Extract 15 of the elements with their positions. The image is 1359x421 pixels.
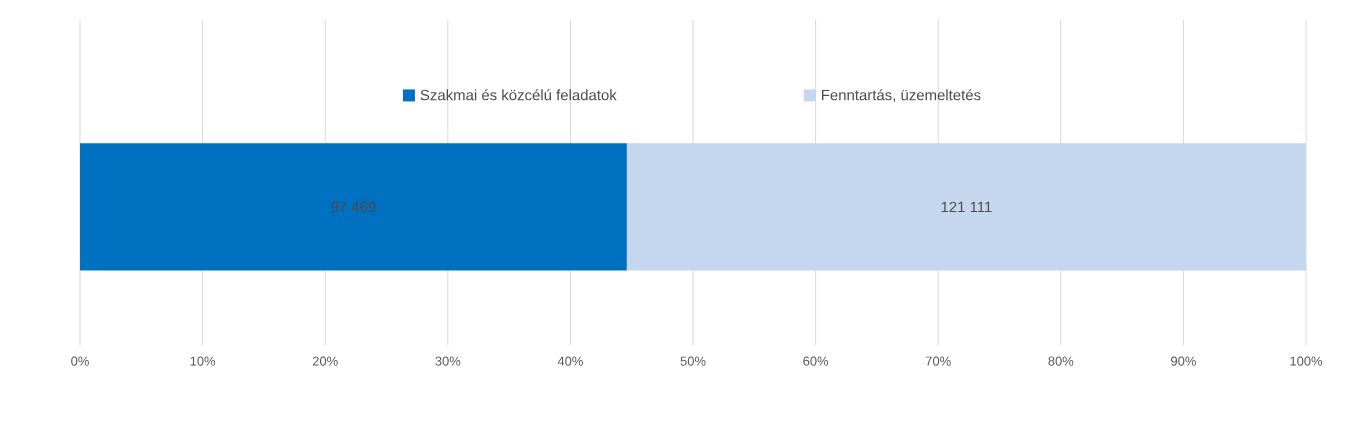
x-tick-label: 30% (435, 356, 461, 366)
x-tick-label: 100% (1290, 356, 1323, 366)
x-tick-label: 80% (1048, 356, 1074, 366)
x-tick-label: 40% (557, 356, 583, 366)
x-tick-label: 90% (1171, 356, 1196, 366)
annotation: 121 111 (941, 201, 992, 213)
x-tick-label: 70% (925, 356, 951, 366)
x-tick-label: 0% (71, 356, 89, 366)
legend-label: Szakmai és közcélú feladatok (420, 89, 617, 101)
x-tick-label: 60% (803, 356, 829, 366)
legend-label: Fenntartás, üzemeltetés (821, 89, 981, 103)
x-tick-label: 50% (680, 356, 706, 366)
x-tick-label: 10% (190, 356, 216, 366)
x-tick-label: 20% (312, 356, 338, 366)
annotation: 97 469 (331, 201, 376, 213)
